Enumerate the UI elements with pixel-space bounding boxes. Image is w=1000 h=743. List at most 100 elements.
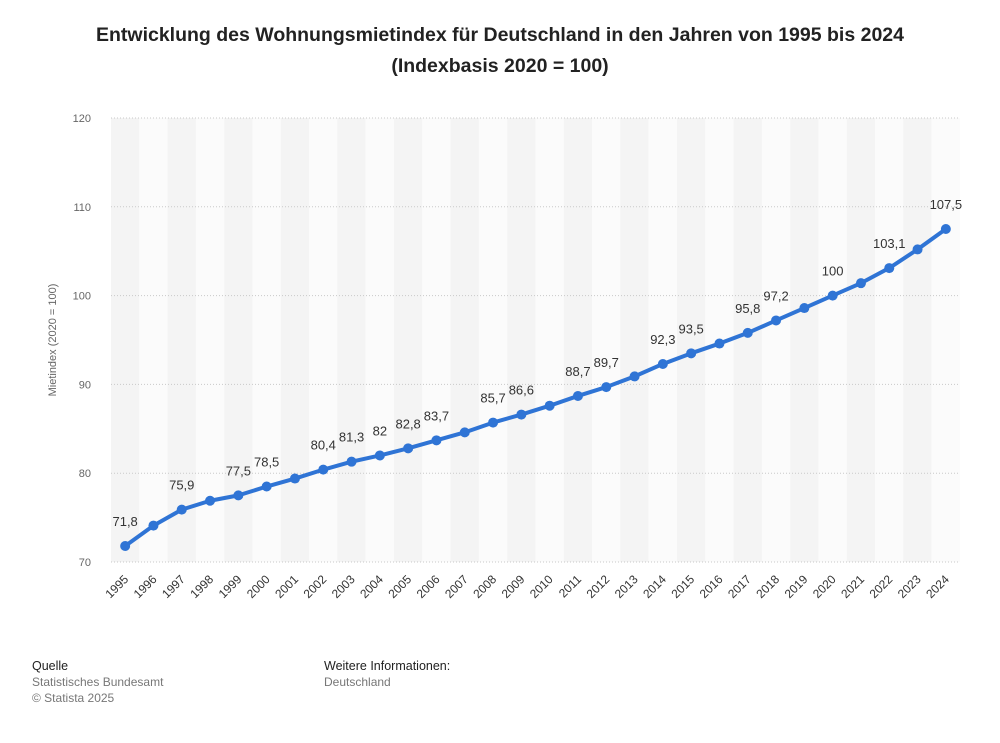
plot-band — [846, 118, 876, 562]
data-point — [516, 409, 527, 420]
data-point — [403, 443, 414, 454]
plot-band — [309, 118, 338, 562]
data-label: 97,2 — [763, 288, 788, 303]
data-point — [601, 382, 612, 393]
data-point — [289, 473, 300, 484]
data-label: 93,5 — [678, 321, 703, 336]
x-tick-label: 2003 — [329, 572, 358, 601]
y-tick-label: 100 — [73, 291, 91, 303]
x-tick-label: 2020 — [810, 572, 839, 601]
data-point — [233, 490, 244, 501]
source-block: Quelle Statistisches Bundesamt © Statist… — [32, 658, 163, 706]
plot-band — [761, 118, 791, 562]
x-tick-label: 2013 — [612, 572, 641, 601]
plot-band — [875, 118, 904, 562]
plot-band — [450, 118, 479, 562]
plot-band — [790, 118, 819, 562]
data-point — [261, 481, 272, 492]
plot-band — [365, 118, 394, 562]
data-label: 82 — [373, 423, 387, 438]
x-tick-label: 1998 — [187, 572, 216, 601]
info-block: Weitere Informationen: Deutschland — [324, 658, 450, 690]
plot-band — [394, 118, 423, 562]
data-label: 88,7 — [565, 364, 590, 379]
data-point — [346, 456, 357, 467]
data-point — [686, 348, 697, 359]
data-point — [799, 303, 810, 314]
source-line: Statistisches Bundesamt — [32, 675, 164, 689]
data-point — [488, 417, 499, 428]
data-point — [912, 244, 923, 255]
x-tick-label: 2011 — [556, 572, 584, 600]
x-tick-label: 2023 — [895, 572, 924, 601]
plot-band — [252, 118, 281, 562]
x-tick-label: 1996 — [131, 572, 160, 601]
y-tick-label: 90 — [79, 379, 91, 391]
line-chart: 70 80 90 100 110 120 Mietindex (2020 = 100) 199… — [47, 113, 963, 601]
data-point — [714, 338, 725, 349]
x-tick-label: 2009 — [499, 572, 528, 601]
y-tick-label: 110 — [73, 202, 91, 214]
data-label: 85,7 — [480, 391, 505, 406]
plot-band — [620, 118, 649, 562]
plot-band — [224, 118, 253, 562]
plot-band — [280, 118, 310, 562]
x-tick-label: 2002 — [301, 572, 330, 601]
x-tick-label: 1995 — [102, 572, 131, 601]
info-heading: Weitere Informationen: — [324, 659, 451, 673]
x-tick-label: 2000 — [244, 572, 273, 601]
data-point — [374, 450, 385, 461]
plot-band — [422, 118, 451, 562]
y-axis-title: Mietindex (2020 = 100) — [47, 284, 59, 397]
x-tick-label: 2004 — [357, 572, 386, 601]
data-label: 83,7 — [424, 408, 449, 423]
plot-band — [535, 118, 564, 562]
plot-band — [733, 118, 762, 562]
data-label: 71,8 — [112, 514, 137, 529]
data-point — [657, 358, 668, 369]
data-point — [459, 427, 470, 438]
plot-band — [337, 118, 366, 562]
x-tick-label: 2019 — [782, 572, 811, 601]
y-tick-label: 80 — [79, 468, 91, 480]
x-tick-label: 2022 — [867, 572, 896, 601]
data-point — [884, 263, 895, 274]
data-point — [148, 520, 159, 531]
plot-band — [818, 118, 847, 562]
y-tick-label: 120 — [73, 113, 91, 125]
data-label: 92,3 — [650, 332, 675, 347]
data-point — [771, 315, 782, 326]
data-point — [431, 435, 442, 446]
y-tick-label: 70 — [79, 557, 91, 569]
source-heading: Quelle — [32, 659, 69, 673]
copyright-line: © Statista 2025 — [32, 691, 115, 705]
data-point — [742, 327, 753, 338]
x-tick-label: 2006 — [414, 572, 443, 601]
plot-band — [592, 118, 621, 562]
x-tick-label: 2018 — [753, 572, 782, 601]
data-point — [827, 290, 838, 301]
x-tick-label: 2014 — [640, 572, 669, 601]
data-point — [572, 390, 583, 401]
plot-band — [563, 118, 593, 562]
data-point — [855, 278, 866, 289]
x-tick-label: 1997 — [159, 572, 188, 601]
info-line: Deutschland — [324, 675, 391, 689]
x-tick-label: 2021 — [838, 572, 867, 601]
data-point — [940, 224, 951, 234]
data-label: 107,5 — [930, 197, 963, 212]
plot-band — [111, 118, 140, 562]
plot-band — [903, 118, 932, 562]
data-label: 89,7 — [594, 355, 619, 370]
data-point — [318, 464, 329, 475]
plot-band — [931, 118, 960, 562]
data-label: 75,9 — [169, 478, 194, 493]
data-label: 86,6 — [509, 383, 534, 398]
x-tick-label: 2001 — [272, 572, 301, 601]
x-tick-label: 1999 — [216, 572, 245, 601]
data-label: 103,1 — [873, 236, 906, 251]
data-label: 78,5 — [254, 455, 279, 470]
x-tick-label: 2015 — [668, 572, 697, 601]
plot-band — [139, 118, 168, 562]
data-label: 77,5 — [226, 463, 251, 478]
